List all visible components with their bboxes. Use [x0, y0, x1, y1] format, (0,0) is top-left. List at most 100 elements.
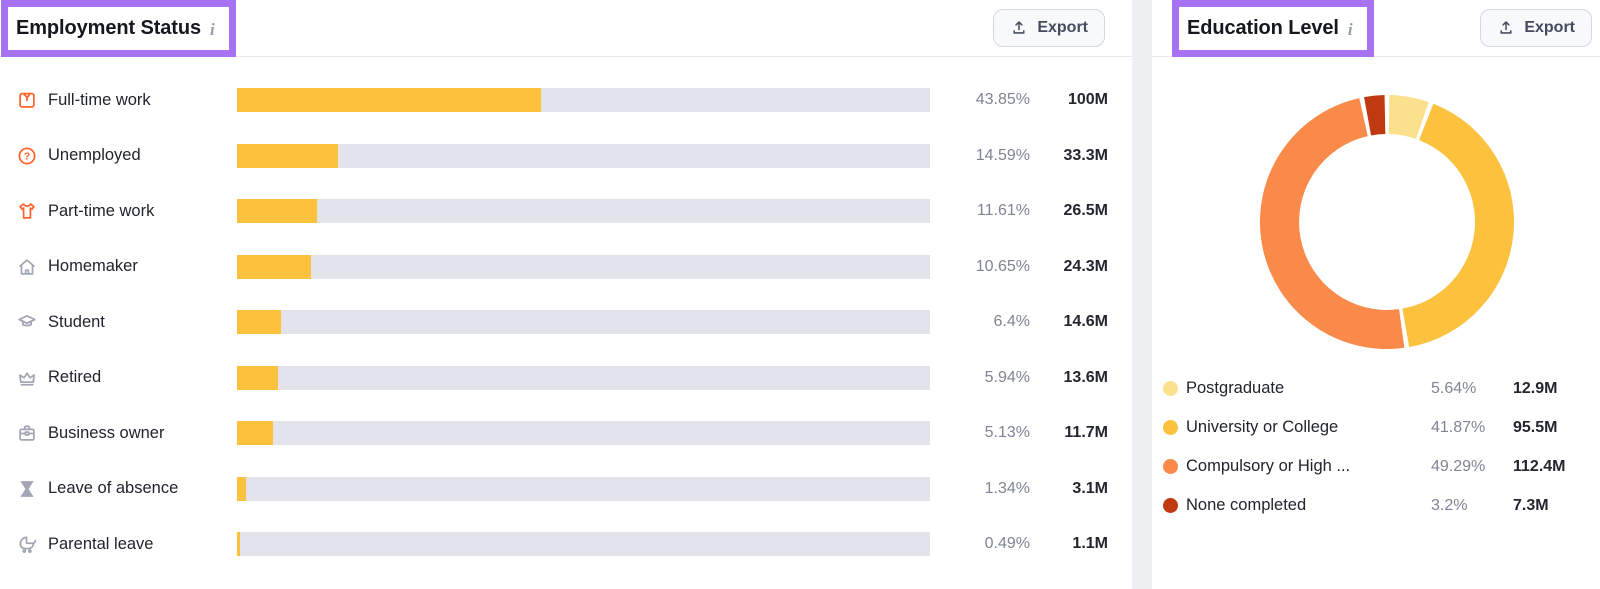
legend-label: None completed — [1186, 496, 1307, 514]
education-level-panel: Education Level i Export Postgraduate 5.… — [1152, 0, 1600, 589]
unemployed-icon: ? — [16, 145, 38, 167]
table-row: ? Unemployed 14.59% 33.3M — [16, 143, 1132, 168]
legend-percent: 5.64% — [1431, 379, 1477, 397]
legend-value: 7.3M — [1513, 496, 1549, 514]
legend-percent: 49.29% — [1431, 457, 1486, 475]
row-label: Homemaker — [48, 257, 138, 275]
bar-fill — [237, 88, 541, 112]
page-title: Education Level — [1187, 17, 1339, 39]
legend-percent: 3.2% — [1431, 496, 1468, 514]
row-label: Business owner — [48, 423, 165, 442]
row-percent: 0.49% — [984, 535, 1030, 552]
bar-fill — [237, 310, 282, 334]
student-icon — [16, 311, 38, 333]
table-row: Homemaker 10.65% 24.3M — [16, 254, 1132, 279]
bar-track — [237, 310, 930, 334]
table-row: Full-time work 43.85% 100M — [16, 88, 1132, 112]
retired-icon — [16, 367, 38, 389]
bar-fill — [237, 365, 279, 390]
legend-value: 12.9M — [1513, 379, 1558, 397]
employment-bar-chart: Full-time work 43.85% 100M ? Unemployed … — [0, 57, 1132, 556]
donut-legend: Postgraduate 5.64% 12.9M University or C… — [1152, 369, 1600, 525]
row-value: 26.5M — [1063, 202, 1108, 219]
info-icon[interactable]: i — [1347, 20, 1353, 39]
row-label: Part-time work — [48, 201, 155, 220]
export-label: Export — [1037, 19, 1088, 36]
legend-item: None completed 3.2% 7.3M — [1163, 486, 1600, 525]
row-label: Parental leave — [48, 534, 154, 553]
legend-dot-university-or-college — [1163, 420, 1178, 435]
bar-track — [237, 532, 930, 556]
business-owner-icon — [16, 422, 38, 444]
bar-track — [237, 421, 930, 445]
row-percent: 5.13% — [984, 424, 1030, 441]
employment-status-panel: Employment Status i Export Ful — [0, 0, 1132, 556]
bar-track — [237, 88, 930, 112]
donut-slice — [1259, 98, 1405, 350]
row-percent: 14.59% — [975, 146, 1030, 164]
annotation-box-education-level: Education Level i — [1172, 0, 1374, 57]
row-value: 33.3M — [1063, 146, 1108, 164]
row-value: 100M — [1067, 91, 1108, 108]
row-percent: 6.4% — [993, 313, 1030, 330]
bar-fill — [237, 532, 241, 556]
legend-label: Compulsory or High ... — [1186, 457, 1351, 475]
legend-item: University or College 41.87% 95.5M — [1163, 408, 1600, 447]
page-title: Employment Status — [16, 17, 201, 39]
bar-track — [237, 365, 930, 390]
table-row: Leave of absence 1.34% 3.1M — [16, 476, 1132, 501]
full-time-work-icon — [16, 89, 38, 111]
row-percent: 5.94% — [984, 368, 1030, 386]
row-value: 1.1M — [1072, 535, 1108, 552]
legend-label: Postgraduate — [1186, 379, 1285, 397]
upload-icon — [1010, 19, 1028, 37]
row-percent: 1.34% — [984, 479, 1030, 497]
legend-value: 95.5M — [1513, 418, 1558, 436]
legend-label: University or College — [1186, 418, 1339, 436]
row-percent: 11.61% — [976, 202, 1030, 219]
legend-percent: 41.87% — [1431, 418, 1486, 436]
export-button[interactable]: Export — [993, 9, 1105, 47]
row-value: 24.3M — [1063, 257, 1108, 275]
panel-divider — [1132, 0, 1152, 589]
legend-item: Compulsory or High ... 49.29% 112.4M — [1163, 447, 1600, 486]
row-percent: 10.65% — [975, 257, 1030, 275]
donut-slice — [1402, 103, 1515, 348]
education-donut-chart — [1259, 95, 1515, 350]
homemaker-icon — [16, 256, 38, 278]
table-row: Business owner 5.13% 11.7M — [16, 421, 1132, 445]
annotation-box-employment-status: Employment Status i — [1, 0, 236, 57]
svg-text:?: ? — [24, 150, 30, 162]
education-level-header: Education Level i Export — [1152, 0, 1600, 57]
bar-fill — [237, 476, 247, 501]
info-icon[interactable]: i — [210, 20, 215, 39]
bar-track — [237, 254, 930, 279]
row-value: 11.7M — [1064, 424, 1108, 441]
legend-dot-postgraduate — [1163, 381, 1178, 396]
table-row: Parental leave 0.49% 1.1M — [16, 532, 1132, 556]
bar-fill — [237, 421, 273, 445]
education-donut-area — [1152, 57, 1600, 369]
row-label: Leave of absence — [48, 479, 179, 497]
row-percent: 43.85% — [975, 91, 1030, 108]
bar-fill — [237, 254, 311, 279]
row-value: 14.6M — [1063, 313, 1108, 330]
leave-of-absence-icon — [16, 478, 38, 500]
parental-leave-icon — [16, 533, 38, 555]
row-label: Student — [48, 312, 105, 331]
export-label: Export — [1524, 19, 1575, 36]
table-row: Part-time work 11.61% 26.5M — [16, 199, 1132, 223]
bar-fill — [237, 199, 318, 223]
export-button[interactable]: Export — [1480, 9, 1592, 47]
bar-track — [237, 476, 930, 501]
bar-track — [237, 199, 930, 223]
row-label: Unemployed — [48, 146, 141, 164]
row-label: Retired — [48, 368, 102, 386]
row-value: 3.1M — [1072, 479, 1108, 497]
donut-slice — [1388, 95, 1429, 139]
row-value: 13.6M — [1063, 368, 1108, 386]
upload-icon — [1497, 19, 1515, 37]
legend-dot-compulsory-or-high — [1163, 459, 1178, 474]
bar-track — [237, 143, 930, 168]
